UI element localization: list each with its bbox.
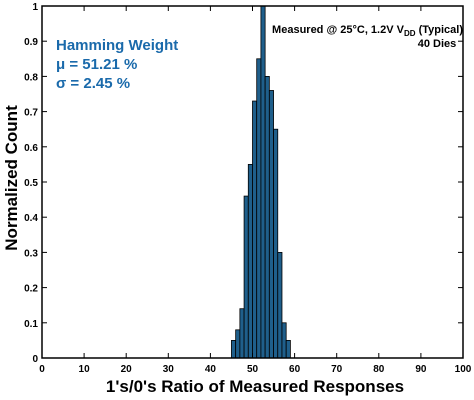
histogram-bar	[281, 322, 287, 359]
y-axis-title: Normalized Count	[2, 105, 21, 251]
x-tick-label: 50	[247, 364, 259, 375]
bars-group	[231, 5, 291, 359]
histogram-bar	[264, 76, 270, 359]
histogram-bar	[235, 329, 241, 359]
histogram-bar	[277, 251, 283, 359]
histogram-bar	[239, 308, 245, 359]
histogram-bar	[268, 90, 274, 359]
y-tick-label: 0	[32, 354, 38, 365]
x-tick-label: 40	[205, 364, 217, 375]
x-tick-label: 10	[79, 364, 91, 375]
x-tick-label: 80	[373, 364, 385, 375]
ticks-group: 0 10 20 30 40 50 60 70 80 90 100 0 0.1 0.2 0.3 0.4 0.5 0.…	[24, 2, 472, 375]
measurement-note-line1: Measured @ 25°C, 1.2V VDD (Typical)	[272, 24, 463, 38]
stats-sigma: σ = 2.45 %	[56, 75, 130, 92]
histogram-bar	[273, 128, 279, 359]
histogram-bar	[260, 5, 266, 359]
y-tick-label: 0.1	[24, 319, 38, 330]
y-tick-label: 0.6	[24, 143, 38, 154]
x-tick-label: 100	[455, 364, 472, 375]
histogram-bar	[285, 339, 291, 359]
histogram-bar	[247, 163, 253, 359]
x-tick-label: 20	[121, 364, 133, 375]
y-tick-label: 0.3	[24, 248, 38, 259]
stats-mean: μ = 51.21 %	[56, 56, 137, 73]
x-tick-label: 0	[39, 364, 45, 375]
x-tick-label: 30	[163, 364, 175, 375]
y-tick-label: 0.9	[24, 37, 38, 48]
y-tick-label: 1	[32, 2, 38, 13]
histogram-bar	[256, 58, 262, 359]
y-tick-label: 0.4	[24, 213, 38, 224]
measurement-note-line2: 40 Dies	[418, 38, 457, 50]
x-tick-label: 70	[331, 364, 343, 375]
x-tick-label: 90	[415, 364, 427, 375]
stats-title: Hamming Weight	[56, 37, 178, 54]
histogram-bar	[231, 339, 237, 359]
y-tick-label: 0.2	[24, 284, 38, 295]
x-tick-label: 60	[289, 364, 301, 375]
y-tick-label: 0.5	[24, 178, 38, 189]
y-tick-label: 0.8	[24, 72, 38, 83]
y-tick-label: 0.7	[24, 108, 38, 119]
histogram-bar	[243, 195, 249, 359]
x-axis-title: 1's/0's Ratio of Measured Responses	[106, 377, 404, 396]
histogram-bar	[252, 100, 258, 359]
